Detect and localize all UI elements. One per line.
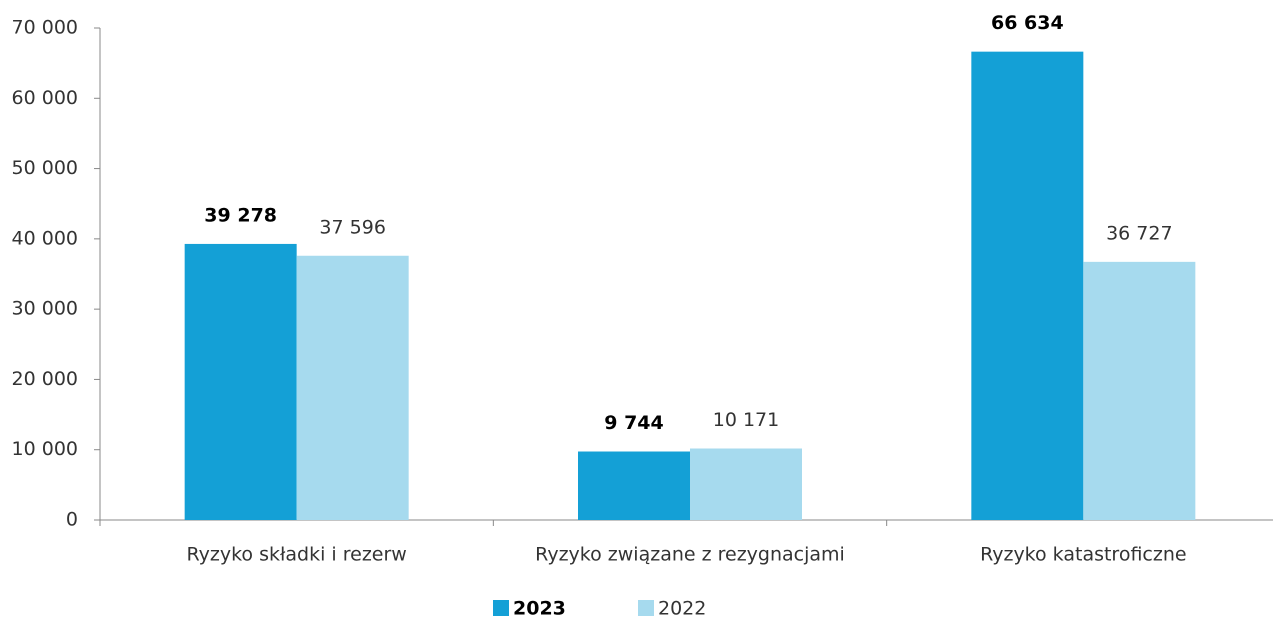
data-label: 39 278 — [204, 204, 277, 226]
y-tick-label: 30 000 — [12, 298, 78, 320]
legend-label: 2023 — [513, 598, 566, 618]
bar — [690, 448, 802, 520]
data-label: 10 171 — [713, 409, 779, 431]
y-tick-label: 70 000 — [12, 17, 78, 39]
y-tick-label: 20 000 — [12, 368, 78, 390]
data-label: 9 744 — [604, 412, 664, 434]
bar — [971, 51, 1084, 520]
x-tick-label: Ryzyko katastroficzne — [980, 544, 1187, 566]
legend-swatch — [638, 600, 654, 616]
bar — [184, 243, 297, 521]
y-tick-label: 40 000 — [12, 227, 78, 249]
bar — [578, 451, 690, 520]
y-tick-label: 60 000 — [12, 87, 78, 109]
legend-swatch — [493, 600, 509, 616]
data-label: 66 634 — [991, 12, 1064, 34]
x-tick-label: Ryzyko składki i rezerw — [186, 544, 406, 566]
data-label: 37 596 — [319, 216, 385, 238]
legend-label: 2022 — [658, 598, 706, 618]
y-tick-label: 50 000 — [12, 157, 78, 179]
bar — [296, 255, 409, 520]
y-tick-label: 10 000 — [12, 438, 78, 460]
x-tick-label: Ryzyko związane z rezygnacjami — [535, 544, 845, 566]
data-label: 36 727 — [1106, 222, 1172, 244]
bar — [1083, 261, 1196, 520]
y-tick-label: 0 — [66, 509, 78, 531]
